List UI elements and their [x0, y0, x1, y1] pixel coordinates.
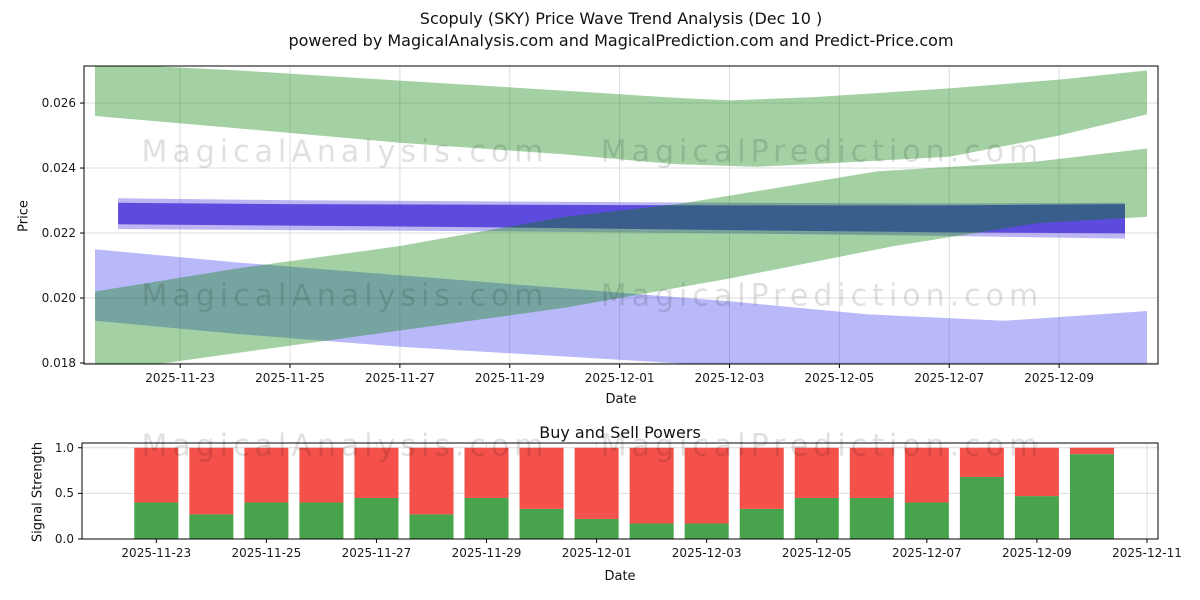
- x-tick-label: 2025-12-01: [584, 371, 655, 385]
- buy-bar-segment: [574, 518, 619, 539]
- x-tick-label: 2025-12-03: [671, 546, 742, 560]
- sell-bar-segment: [904, 447, 949, 503]
- sell-bar-segment: [739, 447, 784, 509]
- buy-bar-segment: [1069, 454, 1114, 539]
- sell-bar-segment: [1069, 447, 1114, 455]
- sell-bar-segment: [354, 447, 399, 498]
- x-tick-label: 2025-11-23: [145, 371, 215, 385]
- y-tick-label: 0.020: [41, 291, 76, 306]
- sell-bar-segment: [794, 447, 839, 498]
- buy-bar-segment: [904, 502, 949, 539]
- y-tick-label: 0.022: [41, 226, 76, 241]
- buy-bar-segment: [299, 502, 344, 539]
- buy-bar-segment: [794, 497, 839, 539]
- sell-bar-segment: [189, 447, 234, 515]
- x-tick-label: 2025-12-01: [561, 546, 632, 560]
- buy-bar-segment: [739, 508, 784, 539]
- x-tick-label: 2025-11-29: [451, 546, 522, 560]
- sell-bar-segment: [574, 447, 619, 519]
- x-tick-label: 2025-11-27: [365, 371, 435, 385]
- x-tick-label: 2025-12-09: [1024, 371, 1094, 385]
- rising-green-forecast-band: [95, 148, 1147, 364]
- buy-bar-segment: [189, 514, 234, 539]
- figure-title-block: Scopuly (SKY) Price Wave Trend Analysis …: [288, 8, 953, 52]
- x-tick-label: 2025-11-25: [255, 371, 325, 385]
- y-tick-label: 0.018: [41, 356, 76, 371]
- buy-bar-segment: [519, 508, 564, 539]
- trend-band-core: [118, 202, 1126, 234]
- buy-bar-segment: [354, 497, 399, 539]
- chart-subtitle: powered by MagicalAnalysis.com and Magic…: [288, 31, 954, 50]
- power-x-axis-label: Date: [604, 569, 636, 584]
- x-tick-label: 2025-12-07: [914, 371, 985, 385]
- sell-bar-segment: [629, 447, 674, 524]
- buy_sell_powers-axes-frame: [81, 442, 1159, 540]
- y-tick-label: 0.024: [41, 161, 76, 176]
- x-tick-label: 2025-12-07: [891, 546, 962, 560]
- x-tick-label: 2025-11-23: [121, 546, 192, 560]
- buy-bar-segment: [629, 523, 674, 539]
- buy-bar-segment: [134, 502, 179, 539]
- x-tick-label: 2025-11-25: [231, 546, 302, 560]
- y-tick-label: 1.0: [54, 440, 74, 455]
- buy-bar-segment: [849, 497, 894, 539]
- x-tick-label: 2025-12-05: [781, 546, 852, 560]
- y-tick-label: 0.026: [41, 96, 76, 111]
- x-tick-label: 2025-12-11: [1112, 546, 1182, 560]
- sell-bar-segment: [959, 447, 1004, 477]
- sell-bar-segment: [849, 447, 894, 498]
- price-x-axis-label: Date: [605, 392, 637, 407]
- x-tick-label: 2025-11-27: [341, 546, 412, 560]
- sell-bar-segment: [519, 447, 564, 509]
- buy-bar-segment: [409, 514, 454, 539]
- price_wave-plot-area: [95, 66, 1147, 364]
- sell-bar-segment: [299, 447, 344, 503]
- power-chart-title: Buy and Sell Powers: [539, 423, 701, 442]
- buy-bar-segment: [464, 497, 509, 539]
- sell-bar-segment: [464, 447, 509, 498]
- sell-bar-segment: [409, 447, 454, 515]
- sell-bar-segment: [684, 447, 729, 524]
- upper-green-forecast-band: [95, 66, 1147, 167]
- x-tick-label: 2025-11-29: [474, 371, 545, 385]
- buy-bar-segment: [684, 523, 729, 539]
- x-tick-label: 2025-12-03: [694, 371, 765, 385]
- price_wave-axes-frame: [83, 65, 1159, 365]
- buy_sell_powers-plot-area: [134, 447, 1114, 539]
- sell-bar-segment: [1014, 447, 1059, 497]
- buy-bar-segment: [244, 502, 289, 539]
- buy-bar-segment: [1014, 496, 1059, 539]
- x-tick-label: 2025-12-09: [1002, 546, 1072, 560]
- sell-bar-segment: [134, 447, 179, 503]
- sell-bar-segment: [244, 447, 289, 503]
- lower-blue-forecast-band: [95, 249, 1147, 364]
- buy-bar-segment: [959, 476, 1004, 539]
- x-tick-label: 2025-12-05: [804, 371, 875, 385]
- y-tick-label: 0.0: [54, 532, 74, 546]
- chart-title: Scopuly (SKY) Price Wave Trend Analysis …: [419, 9, 823, 28]
- y-tick-label: 0.5: [54, 486, 74, 501]
